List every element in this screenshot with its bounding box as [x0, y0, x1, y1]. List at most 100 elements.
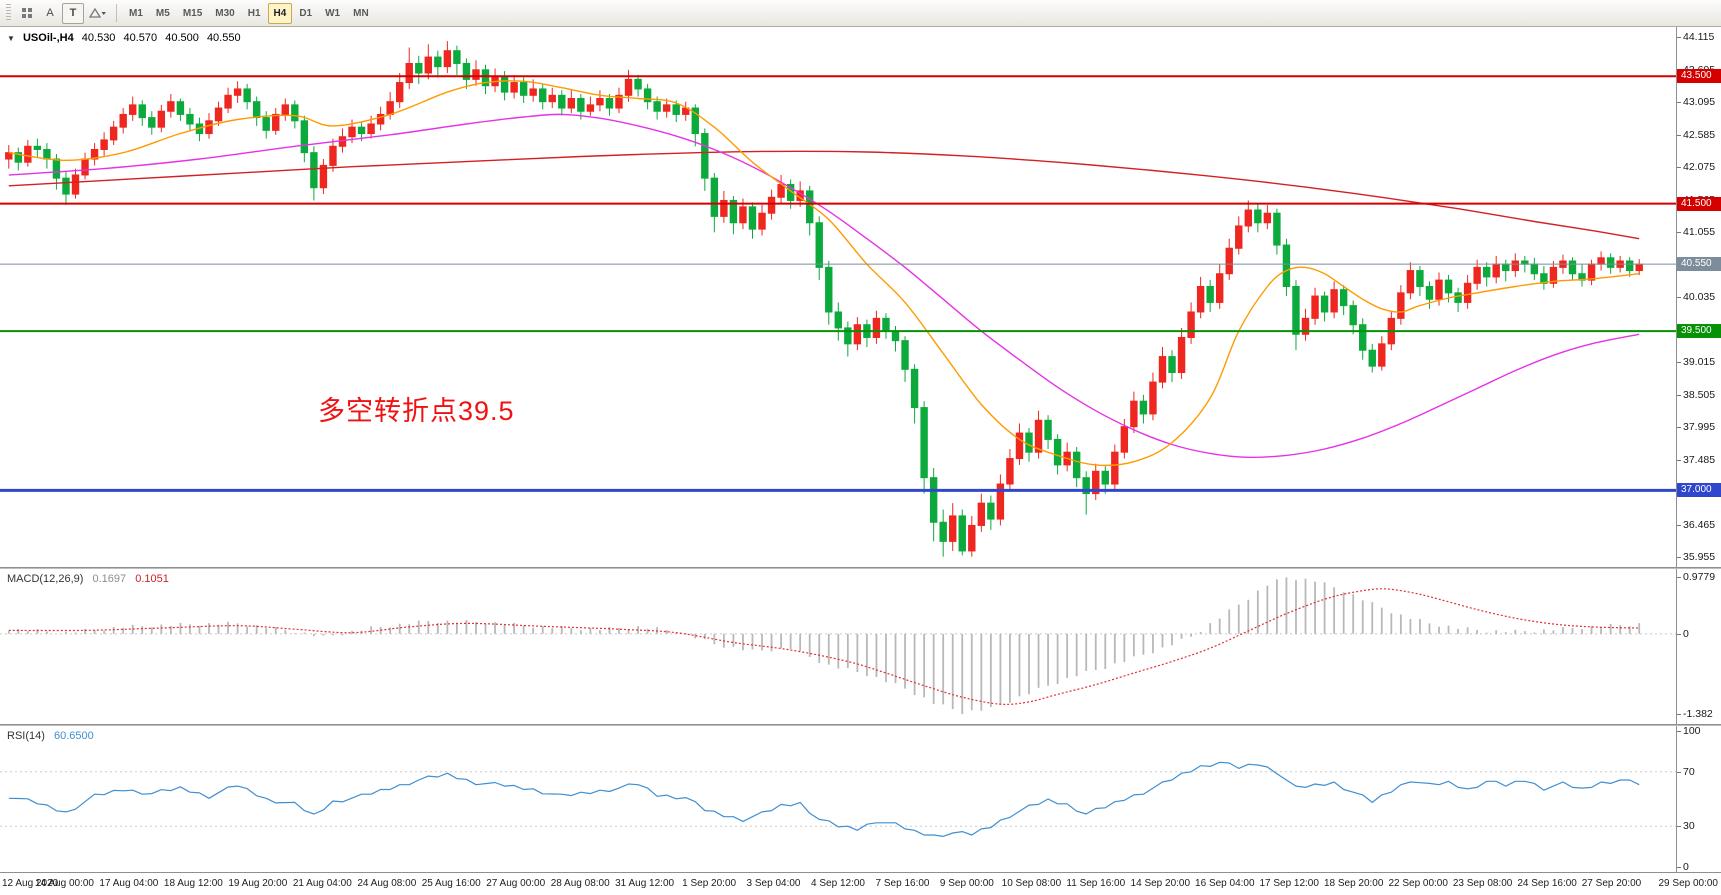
open-value: 40.530	[81, 32, 116, 44]
rsi-axis-label: 100	[1677, 725, 1701, 737]
timeframe-H4[interactable]: H4	[267, 2, 293, 24]
macd-label: MACD(12,26,9)	[7, 573, 84, 585]
macd-axis-label: 0.9779	[1676, 571, 1716, 584]
candlestick-chart[interactable]	[0, 27, 1676, 567]
text-tool-button[interactable]: T	[62, 2, 84, 24]
timeframe-M1[interactable]: M1	[129, 7, 143, 19]
time-axis-label: 7 Sep 16:00	[875, 878, 930, 889]
toolbar-separator	[116, 4, 117, 22]
shapes-icon	[89, 7, 106, 18]
time-labels: 12 Aug 2020 14 Aug 00:00 17 Aug 04:00 18 Au…	[0, 873, 1721, 895]
timeframe-D1[interactable]: D1	[299, 7, 313, 19]
time-axis-label: 22 Sep 00:00	[1388, 878, 1448, 889]
time-axis-label: 31 Aug 12:00	[615, 878, 675, 889]
price-axis-label: 43.095	[1676, 96, 1716, 108]
ma-mid-magenta	[8, 113, 1640, 459]
time-axis-label: 17 Aug 04:00	[99, 878, 159, 889]
macd-title: MACD(12,26,9) 0.1697 0.1051	[7, 573, 175, 585]
price-badge-39.500: 39.500	[1677, 324, 1721, 339]
rsi-title: RSI(14) 60.6500	[7, 730, 100, 742]
price-axis-label: 37.485	[1676, 453, 1716, 466]
ma-slow-red	[8, 150, 1640, 240]
time-axis-label: 21 Aug 04:00	[292, 878, 352, 889]
rsi-line	[8, 761, 1640, 837]
price-axis-label: 40.035	[1676, 291, 1716, 303]
rsi-value: 60.6500	[53, 730, 94, 742]
ma-lines-layer	[8, 80, 1640, 467]
timeframe-M30[interactable]: M30	[215, 7, 235, 19]
rsi-axis[interactable]: 100 70 30 0	[1676, 725, 1721, 873]
time-axis-label: 17 Sep 12:00	[1259, 878, 1319, 889]
rsi-label: RSI(14)	[7, 730, 45, 742]
symbol-label: USOil-,H4	[22, 32, 74, 44]
rsi-chart[interactable]	[0, 726, 1676, 872]
rsi-axis-label: 30	[1677, 820, 1695, 833]
timeframe-W1[interactable]: W1	[325, 7, 341, 19]
time-axis-label: 28 Aug 08:00	[550, 878, 610, 889]
macd-axis[interactable]: 0.9779 0 -1.382	[1676, 569, 1721, 724]
price-axis-label: 42.075	[1676, 161, 1716, 173]
macd-axis-label: 0	[1677, 627, 1689, 640]
time-axis-label: 11 Sep 16:00	[1066, 878, 1126, 889]
time-axis-label: 16 Sep 04:00	[1195, 878, 1255, 889]
macd-histogram	[7, 577, 1641, 714]
macd-chart[interactable]	[0, 569, 1676, 724]
chart-symbol-ohlc: ▼ USOil-,H4 40.530 40.570 40.500 40.550	[7, 32, 246, 44]
grid-icon	[22, 8, 32, 18]
timeframe-M5[interactable]: M5	[155, 7, 170, 19]
candles-layer	[5, 41, 1643, 557]
price-axis-label: 35.955	[1676, 551, 1716, 563]
close-value: 40.550	[206, 32, 241, 44]
time-axis-label: 24 Aug 08:00	[357, 878, 417, 889]
time-axis-label: 29 Sep 00:00	[1658, 878, 1719, 889]
timeframe-H1[interactable]: H1	[247, 7, 261, 19]
low-value: 40.500	[165, 32, 199, 44]
time-axis-label: 10 Sep 08:00	[1001, 878, 1062, 889]
timeframe-M15[interactable]: M15	[182, 7, 203, 19]
time-axis-label: 14 Aug 00:00	[35, 878, 94, 889]
price-axis-label: 42.585	[1676, 128, 1716, 141]
time-axis-label: 4 Sep 12:00	[811, 878, 865, 889]
time-axis-label: 9 Sep 00:00	[939, 878, 994, 889]
price-axis-label: 41.055	[1676, 226, 1716, 238]
time-axis-label: 19 Aug 20:00	[228, 878, 288, 889]
price-badge-37.000: 37.000	[1677, 483, 1721, 498]
label-tool-button[interactable]: A	[46, 7, 54, 19]
chart-annotation-text: 多空转折点39.5	[318, 396, 515, 426]
time-axis-label: 27 Sep 20:00	[1581, 878, 1642, 889]
rsi-axis-label: 70	[1677, 765, 1695, 778]
macd-panel: MACD(12,26,9) 0.1697 0.1051 0.9779 0 -1.38…	[0, 569, 1721, 724]
time-axis-label: 14 Sep 20:00	[1130, 878, 1191, 889]
macd-signal-value: 0.1051	[135, 573, 169, 585]
time-axis-label: 3 Sep 04:00	[746, 878, 801, 889]
rsi-panel: RSI(14) 60.6500 100 70 30 0	[0, 725, 1721, 873]
collapse-indicator-icon[interactable]: ▼	[7, 34, 15, 43]
panel-splitter[interactable]	[0, 567, 1721, 569]
macd-signal-line	[8, 588, 1640, 705]
price-axis[interactable]: 44.11543.60543.09542.58542.07541.56541.0…	[1676, 27, 1721, 567]
macd-axis-label: -1.382	[1677, 707, 1713, 720]
time-axis-label: 25 Aug 16:00	[421, 878, 481, 889]
timeframe-MN[interactable]: MN	[353, 7, 369, 19]
grid-tool-button[interactable]	[16, 3, 38, 24]
time-axis-label: 18 Aug 12:00	[163, 878, 223, 889]
time-axis-label: 18 Sep 20:00	[1323, 878, 1384, 889]
time-axis-label: 1 Sep 20:00	[682, 878, 737, 889]
time-axis-label: 23 Sep 08:00	[1452, 878, 1513, 889]
time-axis[interactable]: 12 Aug 2020 14 Aug 00:00 17 Aug 04:00 18 Au…	[0, 872, 1721, 895]
ma-fast-orange	[8, 80, 1640, 467]
time-axis-label: 27 Aug 00:00	[486, 878, 546, 889]
price-axis-label: 39.015	[1676, 356, 1716, 368]
macd-main-value: 0.1697	[92, 573, 127, 585]
high-value: 40.570	[123, 32, 158, 44]
price-axis-label: 44.115	[1676, 31, 1715, 43]
shapes-tool-button[interactable]	[85, 3, 110, 24]
panel-splitter[interactable]	[0, 724, 1721, 726]
price-badge-43.500: 43.500	[1677, 69, 1721, 84]
time-axis-label: 12 Aug 2020	[2, 878, 59, 889]
price-axis-label: 38.505	[1676, 388, 1716, 401]
toolbar-grip[interactable]	[6, 4, 11, 22]
